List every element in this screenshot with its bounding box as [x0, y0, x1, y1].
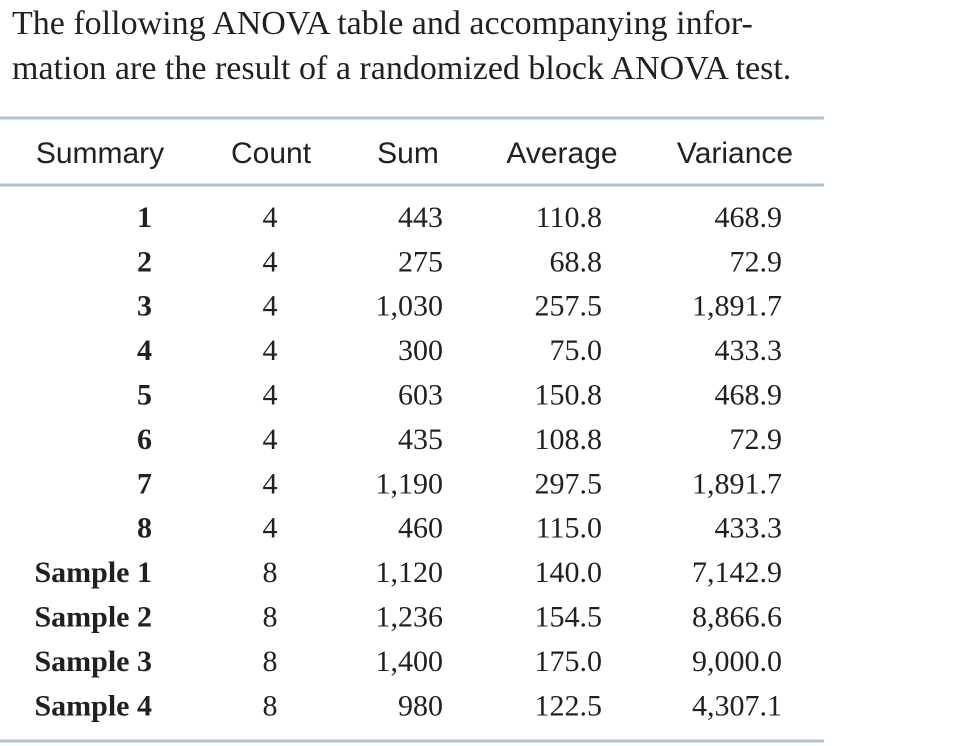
table-cell: 603 — [398, 378, 443, 411]
table-cell: 1,236 — [376, 600, 444, 633]
table-cell: 75.0 — [550, 334, 603, 367]
row-label: Sample 1 — [34, 556, 152, 589]
table-cell: 4 — [263, 290, 278, 323]
table-cell: 980 — [398, 689, 443, 722]
table-cell: 8 — [263, 600, 278, 633]
table-cell: 433.3 — [715, 334, 783, 367]
table-cell: 1,891.7 — [692, 290, 782, 323]
row-label: 1 — [137, 201, 152, 234]
table-cell: 175.0 — [535, 645, 603, 678]
column-header: Variance — [677, 137, 793, 170]
column-header: Sum — [377, 137, 439, 170]
row-label: 7 — [137, 467, 152, 500]
table-cell: 115.0 — [536, 512, 602, 545]
table-cell: 72.9 — [730, 245, 783, 278]
table-cell: 72.9 — [730, 423, 783, 456]
table-cell: 4 — [263, 201, 278, 234]
table-cell: 4 — [263, 245, 278, 278]
table-cell: 4 — [263, 423, 278, 456]
table-cell: 108.8 — [535, 423, 603, 456]
table-cell: 8 — [263, 645, 278, 678]
table-cell: 1,400 — [376, 645, 444, 678]
table-cell: 435 — [398, 423, 443, 456]
table-cell: 4,307.1 — [692, 689, 782, 722]
table-cell: 297.5 — [535, 467, 603, 500]
row-label: 6 — [137, 423, 152, 456]
table-cell: 468.9 — [715, 378, 783, 411]
table-cell: 150.8 — [535, 378, 603, 411]
table-cell: 4 — [263, 467, 278, 500]
row-label: Sample 3 — [34, 645, 152, 678]
table-cell: 1,120 — [376, 556, 444, 589]
table-cell: 1,891.7 — [692, 467, 782, 500]
table-cell: 1,030 — [376, 290, 444, 323]
table-cell: 275 — [398, 245, 443, 278]
table-cell: 140.0 — [535, 556, 603, 589]
table-cell: 4 — [263, 512, 278, 545]
row-label: 5 — [137, 378, 152, 411]
table-cell: 68.8 — [550, 245, 603, 278]
table-cell: 4 — [263, 378, 278, 411]
table-cell: 8 — [263, 556, 278, 589]
table-cell: 154.5 — [535, 600, 603, 633]
row-label: 2 — [137, 245, 152, 278]
table-cell: 300 — [398, 334, 443, 367]
intro-line: mation are the result of a randomized bl… — [12, 50, 791, 87]
table-cell: 8 — [263, 689, 278, 722]
table-cell: 257.5 — [535, 290, 603, 323]
column-header: Average — [506, 137, 617, 170]
table-cell: 468.9 — [715, 201, 783, 234]
row-label: Sample 2 — [34, 600, 152, 633]
column-header: Summary — [36, 137, 164, 170]
row-label: 4 — [137, 334, 152, 367]
table-cell: 1,190 — [376, 467, 444, 500]
table-cell: 433.3 — [715, 512, 783, 545]
table-cell: 460 — [398, 512, 443, 545]
table-cell: 4 — [263, 334, 278, 367]
intro-line: The following ANOVA table and accompanyi… — [12, 5, 753, 42]
row-label: 3 — [137, 290, 152, 323]
table-cell: 443 — [398, 201, 443, 234]
column-header: Count — [231, 137, 312, 170]
table-cell: 8,866.6 — [692, 600, 782, 633]
table-cell: 110.8 — [536, 201, 602, 234]
table-cell: 9,000.0 — [692, 645, 782, 678]
table-cell: 7,142.9 — [692, 556, 782, 589]
table-cell: 122.5 — [535, 689, 603, 722]
row-label: 8 — [137, 512, 152, 545]
row-label: Sample 4 — [34, 689, 152, 722]
